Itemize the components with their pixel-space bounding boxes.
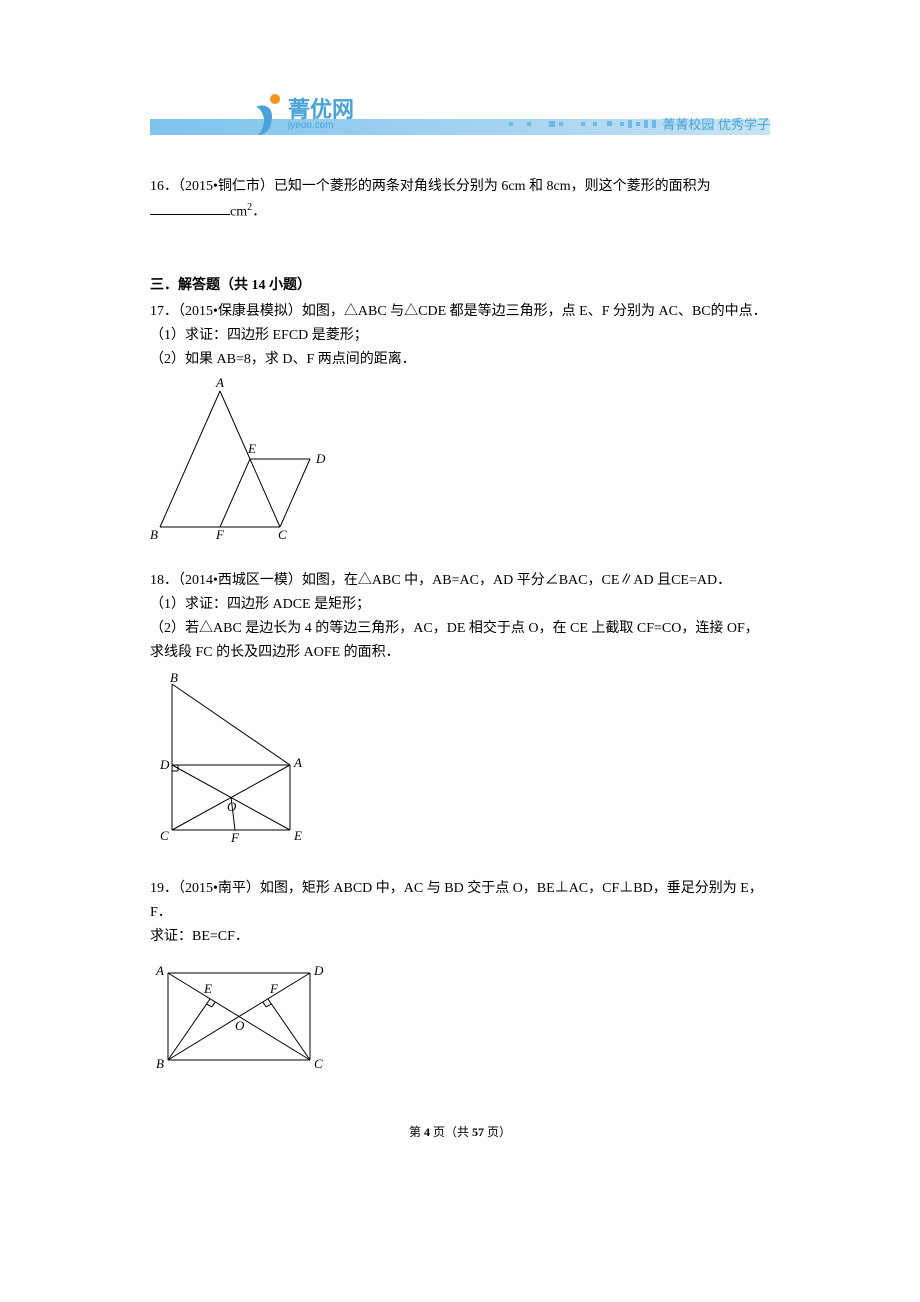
deco-square bbox=[607, 121, 612, 126]
svg-text:A: A bbox=[215, 377, 224, 390]
deco-square bbox=[620, 122, 624, 126]
svg-text:D: D bbox=[313, 963, 324, 978]
deco-square bbox=[581, 122, 585, 126]
q16-unit: cm bbox=[230, 204, 247, 219]
blank-fill[interactable] bbox=[150, 214, 230, 215]
q17-line2: （1）求证：四边形 EFCD 是菱形； bbox=[150, 324, 770, 348]
svg-text:O: O bbox=[235, 1018, 245, 1033]
q19-figure: A D B C E F O bbox=[150, 955, 770, 1084]
deco-square bbox=[593, 122, 597, 126]
q19-line2: 求证：BE=CF． bbox=[150, 925, 770, 949]
svg-text:O: O bbox=[227, 799, 237, 814]
banner-slogan-block: 菁菁校园 优秀学子 bbox=[507, 114, 770, 133]
question-16: 16．（2015•铜仁市）已知一个菱形的两条对角线长分别为 6cm 和 8cm，… bbox=[150, 175, 770, 224]
svg-text:B: B bbox=[156, 1056, 164, 1071]
q18-line2: （1）求证：四边形 ADCE 是矩形； bbox=[150, 593, 770, 617]
svg-text:D: D bbox=[159, 757, 170, 772]
deco-square bbox=[509, 122, 513, 126]
q17-line3: （2）如果 AB=8，求 D、F 两点间的距离． bbox=[150, 348, 770, 372]
logo: 菁优网 jyeoo.com bbox=[250, 93, 354, 137]
footer-mid: 页（共 bbox=[430, 1125, 472, 1139]
deco-square bbox=[652, 120, 656, 128]
logo-text-main: 菁优网 bbox=[288, 99, 354, 121]
logo-icon bbox=[250, 93, 284, 137]
footer-total: 57 bbox=[472, 1125, 484, 1139]
header-banner: 菁优网 jyeoo.com 菁菁校园 优秀学子 bbox=[150, 80, 770, 135]
svg-text:C: C bbox=[160, 828, 169, 843]
svg-text:E: E bbox=[203, 981, 212, 996]
deco-square bbox=[628, 120, 632, 128]
svg-text:B: B bbox=[170, 670, 178, 685]
q16-period: ． bbox=[252, 204, 266, 219]
q17-line1: 17．（2015•保康县模拟）如图，△ABC 与△CDE 都是等边三角形，点 E… bbox=[150, 300, 770, 324]
deco-square bbox=[636, 122, 640, 126]
svg-text:F: F bbox=[269, 981, 279, 996]
deco-square bbox=[559, 122, 563, 126]
section-3-title: 三．解答题（共 14 小题） bbox=[150, 274, 770, 298]
svg-text:E: E bbox=[293, 828, 302, 843]
q18-figure: B D A C E F O bbox=[150, 670, 770, 859]
svg-text:A: A bbox=[293, 755, 302, 770]
q16-text: 16．（2015•铜仁市）已知一个菱形的两条对角线长分别为 6cm 和 8cm，… bbox=[150, 179, 711, 194]
svg-text:C: C bbox=[278, 527, 287, 542]
footer-suffix: 页） bbox=[484, 1125, 511, 1139]
svg-text:E: E bbox=[247, 441, 256, 456]
deco-square bbox=[644, 120, 648, 128]
deco-square bbox=[527, 122, 531, 126]
svg-text:D: D bbox=[315, 451, 326, 466]
svg-text:A: A bbox=[155, 963, 164, 978]
banner-slogan: 菁菁校园 优秀学子 bbox=[662, 114, 770, 133]
q18-line3: （2）若△ABC 是边长为 4 的等边三角形，AC，DE 相交于点 O，在 CE… bbox=[150, 617, 770, 665]
deco-square bbox=[549, 121, 555, 127]
svg-text:F: F bbox=[215, 527, 225, 542]
q19-line1: 19．（2015•南平）如图，矩形 ABCD 中，AC 与 BD 交于点 O，B… bbox=[150, 877, 770, 925]
page-footer: 第 4 页（共 57 页） bbox=[150, 1123, 770, 1140]
q17-figure: A B C F E D bbox=[150, 377, 770, 551]
content-body: 16．（2015•铜仁市）已知一个菱形的两条对角线长分别为 6cm 和 8cm，… bbox=[150, 175, 770, 1083]
svg-text:F: F bbox=[230, 830, 240, 845]
logo-text-sub: jyeoo.com bbox=[288, 121, 354, 131]
svg-text:C: C bbox=[314, 1056, 323, 1071]
svg-text:B: B bbox=[150, 527, 158, 542]
footer-prefix: 第 bbox=[409, 1125, 424, 1139]
q18-line1: 18．（2014•西城区一模）如图，在△ABC 中，AB=AC，AD 平分∠BA… bbox=[150, 569, 770, 593]
